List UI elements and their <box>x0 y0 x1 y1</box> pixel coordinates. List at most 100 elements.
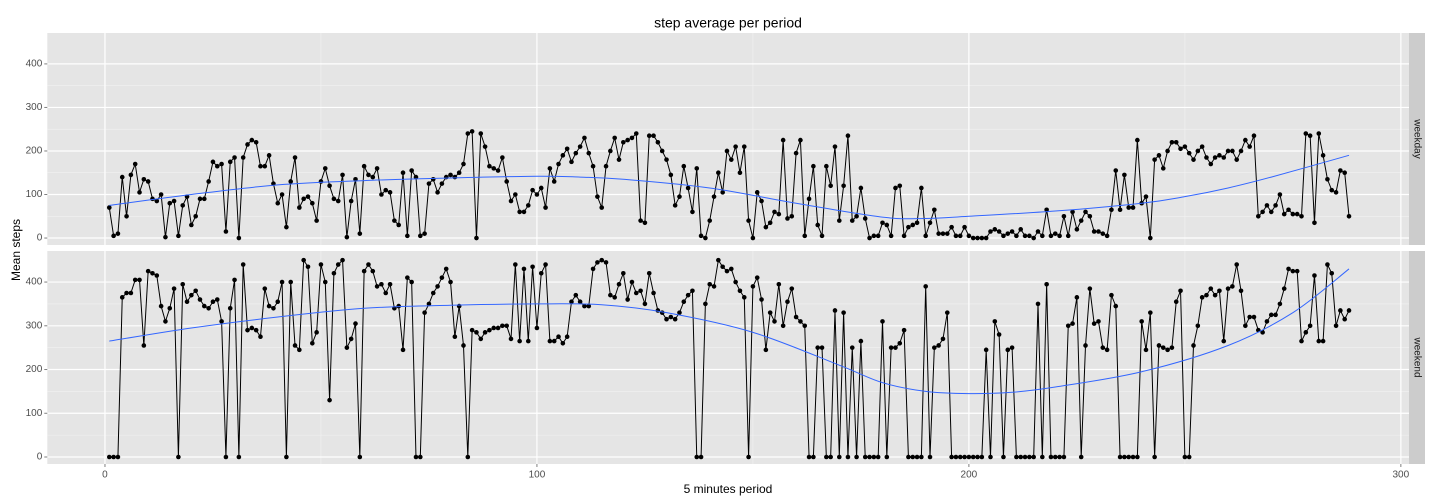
data-point <box>534 192 540 197</box>
data-point <box>310 200 315 206</box>
data-point <box>746 454 751 460</box>
data-point <box>841 183 846 189</box>
data-point <box>633 131 639 136</box>
data-point <box>569 159 574 165</box>
data-point <box>871 454 877 460</box>
data-point <box>1303 330 1309 335</box>
data-point <box>1238 288 1244 294</box>
data-point <box>193 213 198 219</box>
data-point <box>582 135 587 141</box>
data-point <box>1087 286 1093 291</box>
data-point <box>685 292 691 298</box>
data-point <box>1217 288 1222 294</box>
data-point <box>711 284 717 289</box>
data-point <box>202 303 207 309</box>
data-point <box>988 229 993 234</box>
data-point <box>729 157 734 162</box>
data-point <box>1169 139 1175 145</box>
data-point <box>1251 314 1257 320</box>
data-point <box>504 179 509 184</box>
smooth-line <box>109 154 1350 220</box>
data-point <box>1113 303 1119 309</box>
data-point <box>288 279 294 285</box>
data-point <box>1005 347 1011 353</box>
data-point <box>1333 190 1339 195</box>
data-point <box>923 233 928 239</box>
data-point <box>435 190 440 195</box>
data-point <box>1260 330 1265 335</box>
x-tick-label: 100 <box>529 470 546 481</box>
data-point <box>405 275 410 280</box>
data-point <box>1096 229 1101 234</box>
data-point <box>1061 454 1067 460</box>
data-point <box>927 454 933 460</box>
data-point <box>1031 454 1036 460</box>
data-point <box>508 336 514 342</box>
data-point <box>521 266 527 272</box>
data-point <box>953 233 959 239</box>
data-point <box>1009 229 1015 234</box>
data-point <box>223 454 229 460</box>
data-point <box>677 310 682 315</box>
data-point <box>206 179 211 184</box>
data-point <box>1346 308 1352 313</box>
data-point <box>690 288 695 294</box>
data-point <box>1165 347 1170 353</box>
data-point <box>543 262 548 267</box>
data-point <box>819 233 825 239</box>
data-point <box>733 144 738 149</box>
data-point <box>448 279 453 285</box>
data-point <box>387 190 393 195</box>
data-point <box>936 231 941 236</box>
data-point <box>642 301 648 307</box>
data-point <box>538 185 544 191</box>
data-point <box>793 150 799 156</box>
x-tick-label: 300 <box>1393 470 1410 481</box>
data-point <box>128 172 134 178</box>
data-point <box>357 454 363 460</box>
data-point <box>417 454 423 460</box>
data-point <box>1260 209 1265 215</box>
data-point <box>361 163 367 169</box>
data-point <box>716 170 721 176</box>
x-tick-label: 200 <box>961 470 978 481</box>
data-point <box>197 196 203 202</box>
data-point <box>1148 235 1153 241</box>
data-point <box>1273 203 1278 208</box>
panel-background <box>47 33 1411 245</box>
data-point <box>517 209 522 215</box>
data-point <box>910 222 916 228</box>
data-point <box>763 224 769 230</box>
data-point <box>189 222 194 228</box>
data-point <box>741 144 747 149</box>
data-point <box>370 174 376 180</box>
data-point <box>1195 323 1201 329</box>
data-point <box>115 454 121 460</box>
data-point <box>154 273 160 278</box>
data-point <box>1277 192 1283 197</box>
data-point <box>707 281 713 287</box>
data-point <box>495 168 501 173</box>
data-point <box>504 323 509 329</box>
data-point <box>914 454 920 460</box>
data-point <box>392 218 397 223</box>
data-point <box>1052 454 1058 460</box>
data-point <box>962 224 967 230</box>
data-point <box>176 233 181 239</box>
data-point <box>1243 137 1248 143</box>
data-point <box>608 292 613 298</box>
data-point <box>370 268 376 274</box>
data-point <box>1057 233 1062 239</box>
data-point <box>547 166 553 171</box>
data-point <box>992 319 998 324</box>
data-point <box>754 275 760 280</box>
data-point <box>413 174 419 180</box>
data-point <box>599 257 605 263</box>
data-point <box>409 279 414 285</box>
data-point <box>1299 338 1304 344</box>
data-point <box>1160 166 1166 171</box>
data-point <box>1256 213 1261 219</box>
data-point <box>854 454 859 460</box>
data-point <box>970 454 976 460</box>
